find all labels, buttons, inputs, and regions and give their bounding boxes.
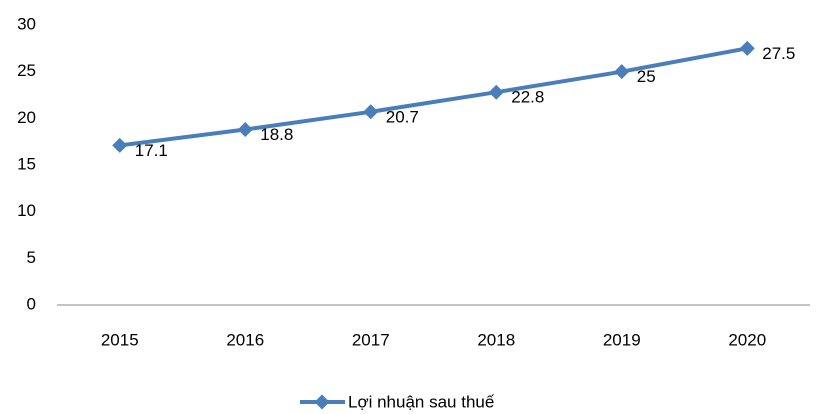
data-label: 20.7 — [386, 107, 419, 126]
x-tick-label: 2015 — [101, 330, 139, 349]
data-label: 17.1 — [135, 141, 168, 160]
x-tick-label: 2020 — [728, 330, 766, 349]
series-line — [119, 46, 748, 148]
data-label: 18.8 — [260, 125, 293, 144]
x-tick-label: 2019 — [603, 330, 641, 349]
x-tick-label: 2017 — [352, 330, 390, 349]
y-tick-label: 10 — [17, 201, 36, 220]
data-label: 25 — [637, 67, 656, 86]
y-tick-label: 20 — [17, 108, 36, 127]
point-marker — [363, 104, 379, 120]
point-marker — [488, 84, 504, 100]
y-tick-label: 0 — [27, 294, 36, 313]
data-label: 27.5 — [762, 44, 795, 63]
point-marker — [739, 40, 755, 56]
legend-marker — [314, 394, 330, 410]
y-tick-label: 5 — [27, 248, 36, 267]
data-label: 22.8 — [511, 88, 544, 107]
point-marker — [237, 122, 253, 138]
point-marker — [112, 137, 128, 153]
y-tick-label: 30 — [17, 14, 36, 33]
y-tick-label: 15 — [17, 154, 36, 173]
x-tick-label: 2016 — [226, 330, 264, 349]
legend-label: Lợi nhuận sau thuế — [348, 392, 495, 411]
point-marker — [614, 64, 630, 80]
x-tick-label: 2018 — [477, 330, 515, 349]
y-tick-label: 25 — [17, 61, 36, 80]
